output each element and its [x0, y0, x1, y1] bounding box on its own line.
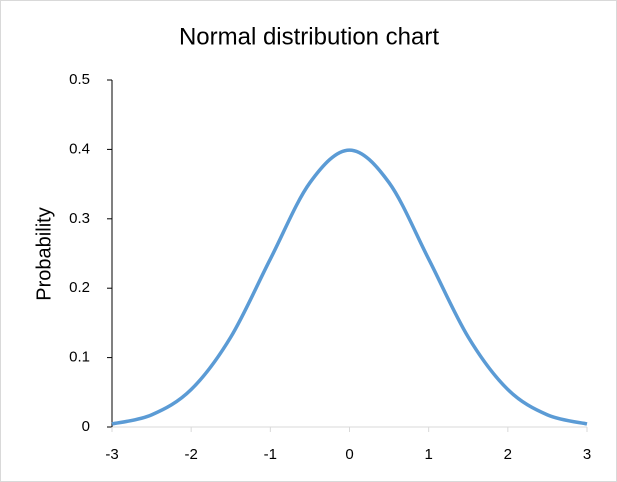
y-tick-label: 0.4 [69, 140, 90, 157]
x-tick-label: 3 [583, 446, 591, 463]
line-series [111, 148, 588, 426]
y-tick-label: 0.2 [69, 279, 90, 296]
x-tick-label: 0 [345, 446, 353, 463]
x-tick-label: 2 [504, 446, 512, 463]
x-tick-label: -1 [264, 446, 277, 463]
y-tick-label: 0.3 [69, 210, 90, 227]
y-tick-label: 0 [82, 418, 90, 435]
x-tick-label: -2 [184, 446, 197, 463]
x-tick-label: -3 [105, 446, 118, 463]
chart-title: Normal distribution chart [179, 23, 439, 50]
y-tick-label: 0.1 [69, 349, 90, 366]
y-tick-label: 0.5 [69, 71, 90, 88]
y-axis-label: Probability [33, 207, 55, 300]
x-tick-label: 1 [424, 446, 432, 463]
